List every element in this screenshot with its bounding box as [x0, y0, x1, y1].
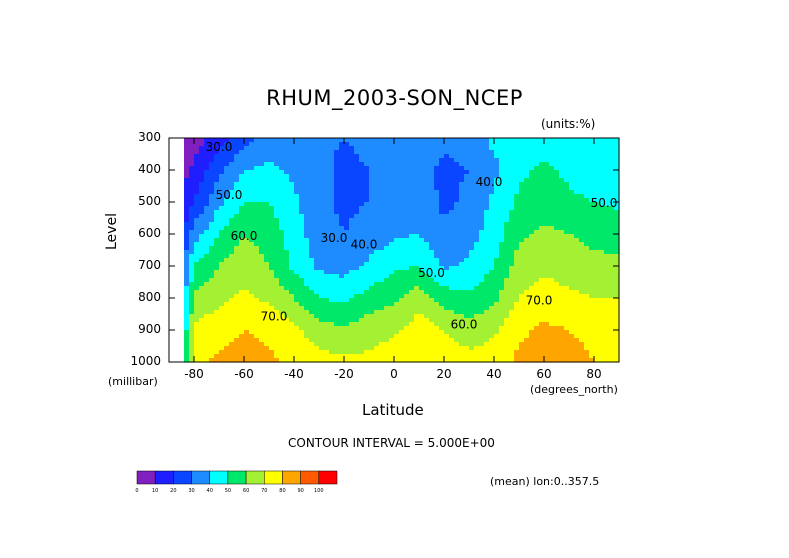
x-unit-label: (degrees_north): [530, 383, 618, 396]
colorbar-tick-label: 0: [135, 488, 138, 494]
x-tick-label: 60: [536, 367, 552, 381]
colorbar-swatch: [318, 470, 338, 485]
y-tick-label: 400: [138, 162, 161, 176]
contour-label: 40.0: [476, 175, 503, 189]
chart-title: RHUM_2003-SON_NCEP: [266, 86, 523, 110]
colorbar-swatch: [136, 470, 156, 485]
colorbar-swatch: [264, 470, 283, 485]
contour-interval-note: CONTOUR INTERVAL = 5.000E+00: [288, 436, 495, 450]
x-tick-label: 20: [436, 367, 452, 381]
y-tick-label: 600: [138, 226, 161, 240]
colorbar-swatch: [154, 470, 174, 485]
colorbar-tick-label: 100: [314, 488, 324, 494]
x-tick-label: 40: [486, 367, 502, 381]
contour-label: 50.0: [591, 196, 618, 210]
colorbar-swatch: [209, 470, 229, 485]
mean-footnote: (mean) lon:0..357.5: [490, 475, 600, 488]
contour-field: [169, 138, 620, 363]
x-tick-label: 80: [586, 367, 602, 381]
contour-label: 70.0: [261, 309, 288, 323]
contour-label: 40.0: [351, 237, 378, 251]
y-unit-label: (millibar): [108, 375, 158, 388]
colorbar-tick-label: 90: [297, 488, 303, 494]
colorbar-tick-label: 30: [188, 488, 194, 494]
contour-label: 50.0: [418, 266, 445, 280]
colorbar-tick-label: 60: [243, 488, 249, 494]
x-tick-label: -80: [184, 367, 204, 381]
colorbar-tick-label: 80: [279, 488, 285, 494]
colorbar-swatch: [191, 470, 210, 485]
y-tick-label: 300: [138, 130, 161, 144]
colorbar-tick-label: 10: [152, 488, 158, 494]
contour-label: 60.0: [231, 229, 258, 243]
y-tick-label: 800: [138, 290, 161, 304]
units-label: (units:%): [541, 117, 596, 131]
colorbar-swatch: [282, 470, 301, 485]
contour-label: 70.0: [526, 293, 553, 307]
x-tick-label: -60: [234, 367, 254, 381]
y-tick-label: 1000: [130, 354, 161, 368]
colorbar-tick-label: 20: [170, 488, 176, 494]
x-tick-label: -20: [334, 367, 354, 381]
x-axis-label: Latitude: [362, 401, 424, 419]
colorbar: [136, 470, 338, 485]
y-tick-label: 900: [138, 322, 161, 336]
contour-label: 30.0: [321, 231, 348, 245]
colorbar-tick-label: 70: [261, 488, 267, 494]
colorbar-tick-label: 40: [207, 488, 213, 494]
y-axis-label: Level: [104, 213, 120, 250]
contour-label: 30.0: [206, 140, 233, 154]
colorbar-swatch: [300, 470, 320, 485]
x-tick-label: -40: [284, 367, 304, 381]
contour-label: 50.0: [216, 188, 243, 202]
colorbar-swatch: [173, 470, 192, 485]
contour-label: 60.0: [451, 317, 478, 331]
colorbar-tick-label: 50: [225, 488, 231, 494]
colorbar-swatch: [245, 470, 265, 485]
y-tick-label: 700: [138, 258, 161, 272]
colorbar-swatch: [227, 470, 247, 485]
y-tick-label: 500: [138, 194, 161, 208]
x-tick-label: 0: [390, 367, 398, 381]
